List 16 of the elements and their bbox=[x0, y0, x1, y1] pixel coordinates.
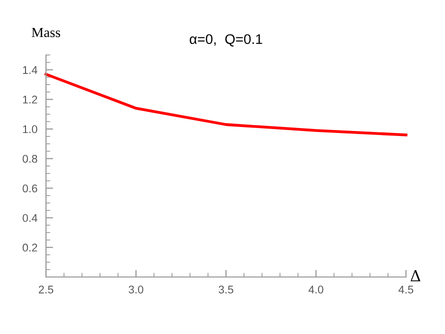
y-tick-label: 0.8 bbox=[22, 154, 38, 163]
y-tick-label: 0.6 bbox=[22, 184, 38, 192]
y-tick-label: 1.2 bbox=[23, 96, 38, 104]
x-tick-label: 4.0 bbox=[308, 286, 324, 294]
x-tick-label: 3.0 bbox=[128, 286, 144, 294]
x-axis-title: Δ bbox=[410, 270, 420, 282]
y-axis-title: Mass bbox=[32, 28, 60, 38]
y-tick-label: 0.2 bbox=[22, 244, 38, 252]
x-tick-label: 4.5 bbox=[398, 286, 414, 294]
y-tick-label: 0.4 bbox=[22, 214, 38, 222]
x-tick-label: 3.5 bbox=[218, 286, 234, 294]
chart-title: α=0, Q=0.1 bbox=[190, 34, 262, 47]
line-series bbox=[44, 72, 408, 136]
y-tick-label: 1.0 bbox=[23, 125, 38, 134]
y-tick-label: 1.4 bbox=[23, 66, 38, 74]
x-tick-label: 2.5 bbox=[38, 286, 54, 294]
